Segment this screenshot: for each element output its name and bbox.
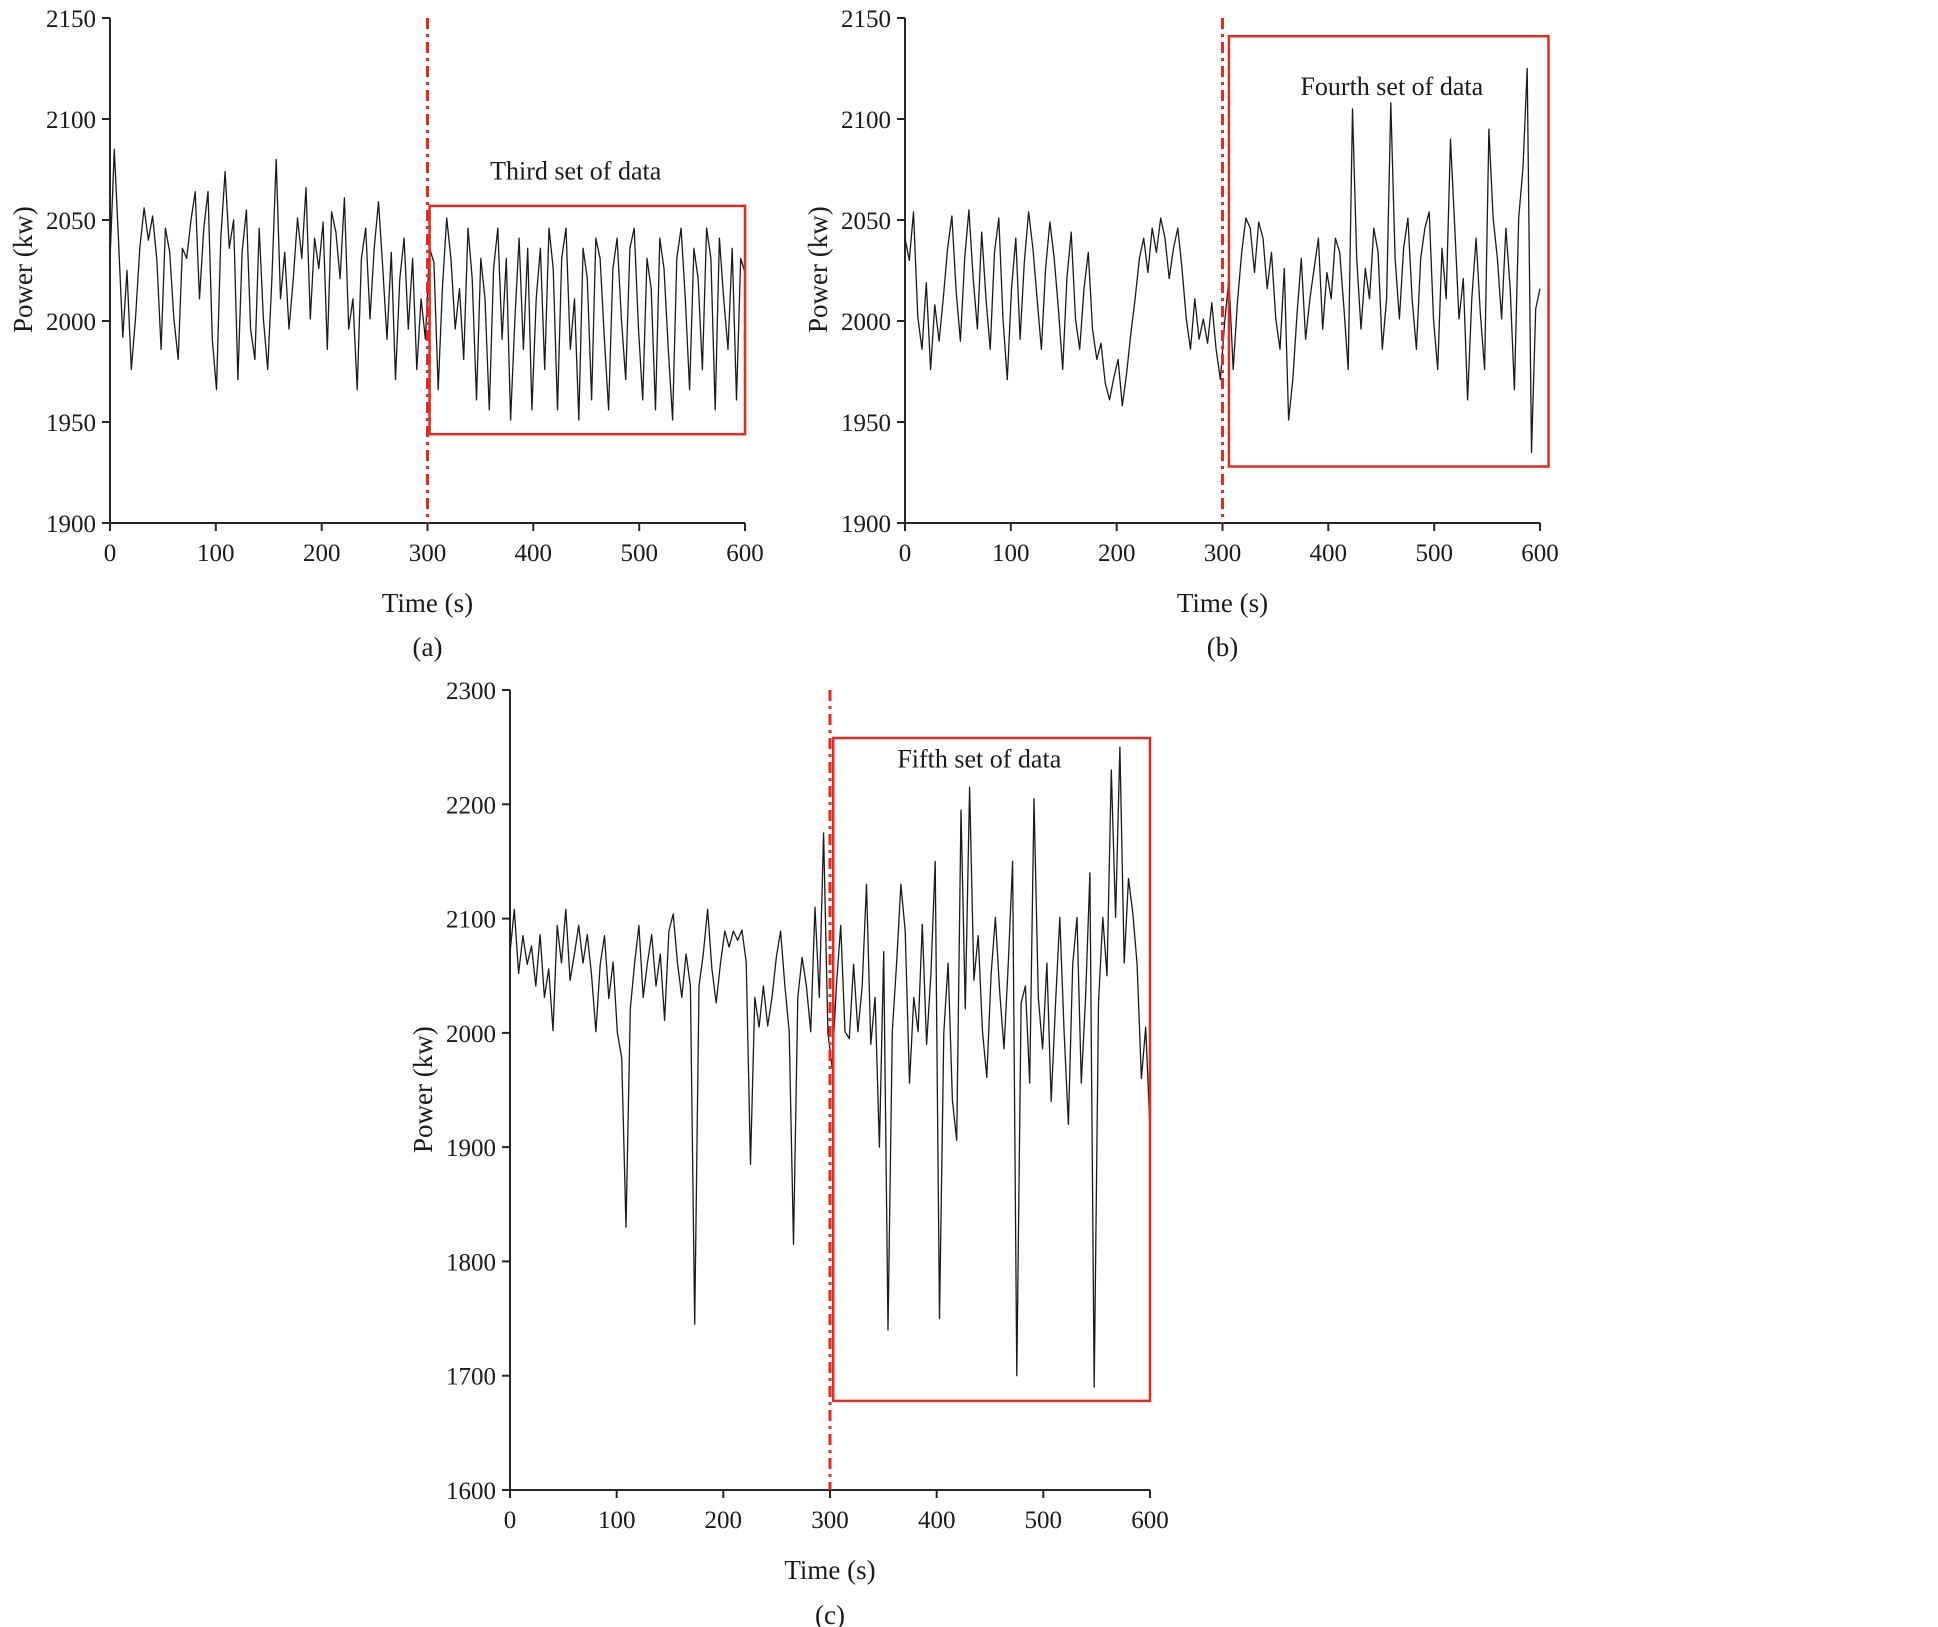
svg-text:600: 600 — [726, 540, 764, 567]
svg-text:300: 300 — [811, 1507, 849, 1534]
svg-text:Third set of data: Third set of data — [490, 157, 662, 186]
chart-a-xlabel: Time (s) — [381, 588, 474, 618]
svg-text:300: 300 — [409, 540, 447, 567]
svg-text:200: 200 — [705, 1507, 743, 1534]
svg-text:1900: 1900 — [841, 511, 891, 538]
svg-text:1900: 1900 — [46, 511, 96, 538]
svg-text:1800: 1800 — [446, 1249, 496, 1276]
svg-text:400: 400 — [515, 540, 553, 567]
svg-text:2000: 2000 — [446, 1021, 496, 1048]
chart-b: Power (kw) 1900 1950 2000 2050 2100 2150 0 100 2… — [795, 0, 1585, 668]
svg-text:500: 500 — [620, 540, 658, 567]
svg-text:1900: 1900 — [446, 1135, 496, 1162]
chart-c-plot: 1600 1700 1800 1900 2000 2100 2200 2300 0 100 200 3… — [446, 678, 1169, 1534]
chart-a: Power (kw) 1900 1950 2000 2050 2100 2150 0 100 2… — [0, 0, 790, 668]
svg-text:600: 600 — [1131, 1507, 1169, 1534]
svg-text:400: 400 — [1310, 540, 1348, 567]
svg-text:1950: 1950 — [46, 410, 96, 437]
svg-text:300: 300 — [1204, 540, 1242, 567]
svg-text:0: 0 — [899, 540, 912, 567]
svg-text:200: 200 — [303, 540, 341, 567]
svg-text:Fourth set of data: Fourth set of data — [1300, 72, 1483, 101]
svg-text:600: 600 — [1521, 540, 1559, 567]
svg-text:Fifth set of data: Fifth set of data — [897, 745, 1061, 774]
svg-text:2050: 2050 — [841, 208, 891, 235]
svg-text:0: 0 — [504, 1507, 517, 1534]
chart-c: Power (kw) 1600 1700 1800 1900 2000 2100 2200 2… — [400, 672, 1200, 1627]
chart-c-caption: (c) — [815, 1600, 845, 1627]
svg-text:100: 100 — [598, 1507, 636, 1534]
svg-text:1950: 1950 — [841, 410, 891, 437]
chart-b-plot: 1900 1950 2000 2050 2100 2150 0 100 200 300 400 500… — [841, 6, 1559, 567]
svg-text:0: 0 — [104, 540, 117, 567]
svg-text:400: 400 — [918, 1507, 956, 1534]
chart-b-xlabel: Time (s) — [1176, 588, 1269, 618]
svg-text:2150: 2150 — [841, 6, 891, 33]
svg-text:2100: 2100 — [446, 907, 496, 934]
svg-text:200: 200 — [1098, 540, 1136, 567]
svg-text:2000: 2000 — [46, 309, 96, 336]
svg-text:100: 100 — [992, 540, 1030, 567]
svg-text:2050: 2050 — [46, 208, 96, 235]
chart-c-xlabel: Time (s) — [784, 1555, 876, 1585]
svg-text:2200: 2200 — [446, 792, 496, 819]
svg-text:2000: 2000 — [841, 309, 891, 336]
svg-text:2100: 2100 — [46, 107, 96, 134]
chart-a-caption: (a) — [412, 632, 443, 662]
svg-text:500: 500 — [1025, 1507, 1063, 1534]
svg-text:500: 500 — [1415, 540, 1453, 567]
chart-a-plot: 1900 1950 2000 2050 2100 2150 0 100 200 300 400 500… — [46, 6, 764, 567]
svg-text:1700: 1700 — [446, 1364, 496, 1391]
svg-text:2100: 2100 — [841, 107, 891, 134]
svg-text:2150: 2150 — [46, 6, 96, 33]
svg-text:100: 100 — [197, 540, 235, 567]
svg-text:2300: 2300 — [446, 678, 496, 705]
svg-text:1600: 1600 — [446, 1478, 496, 1505]
chart-b-caption: (b) — [1206, 632, 1239, 662]
